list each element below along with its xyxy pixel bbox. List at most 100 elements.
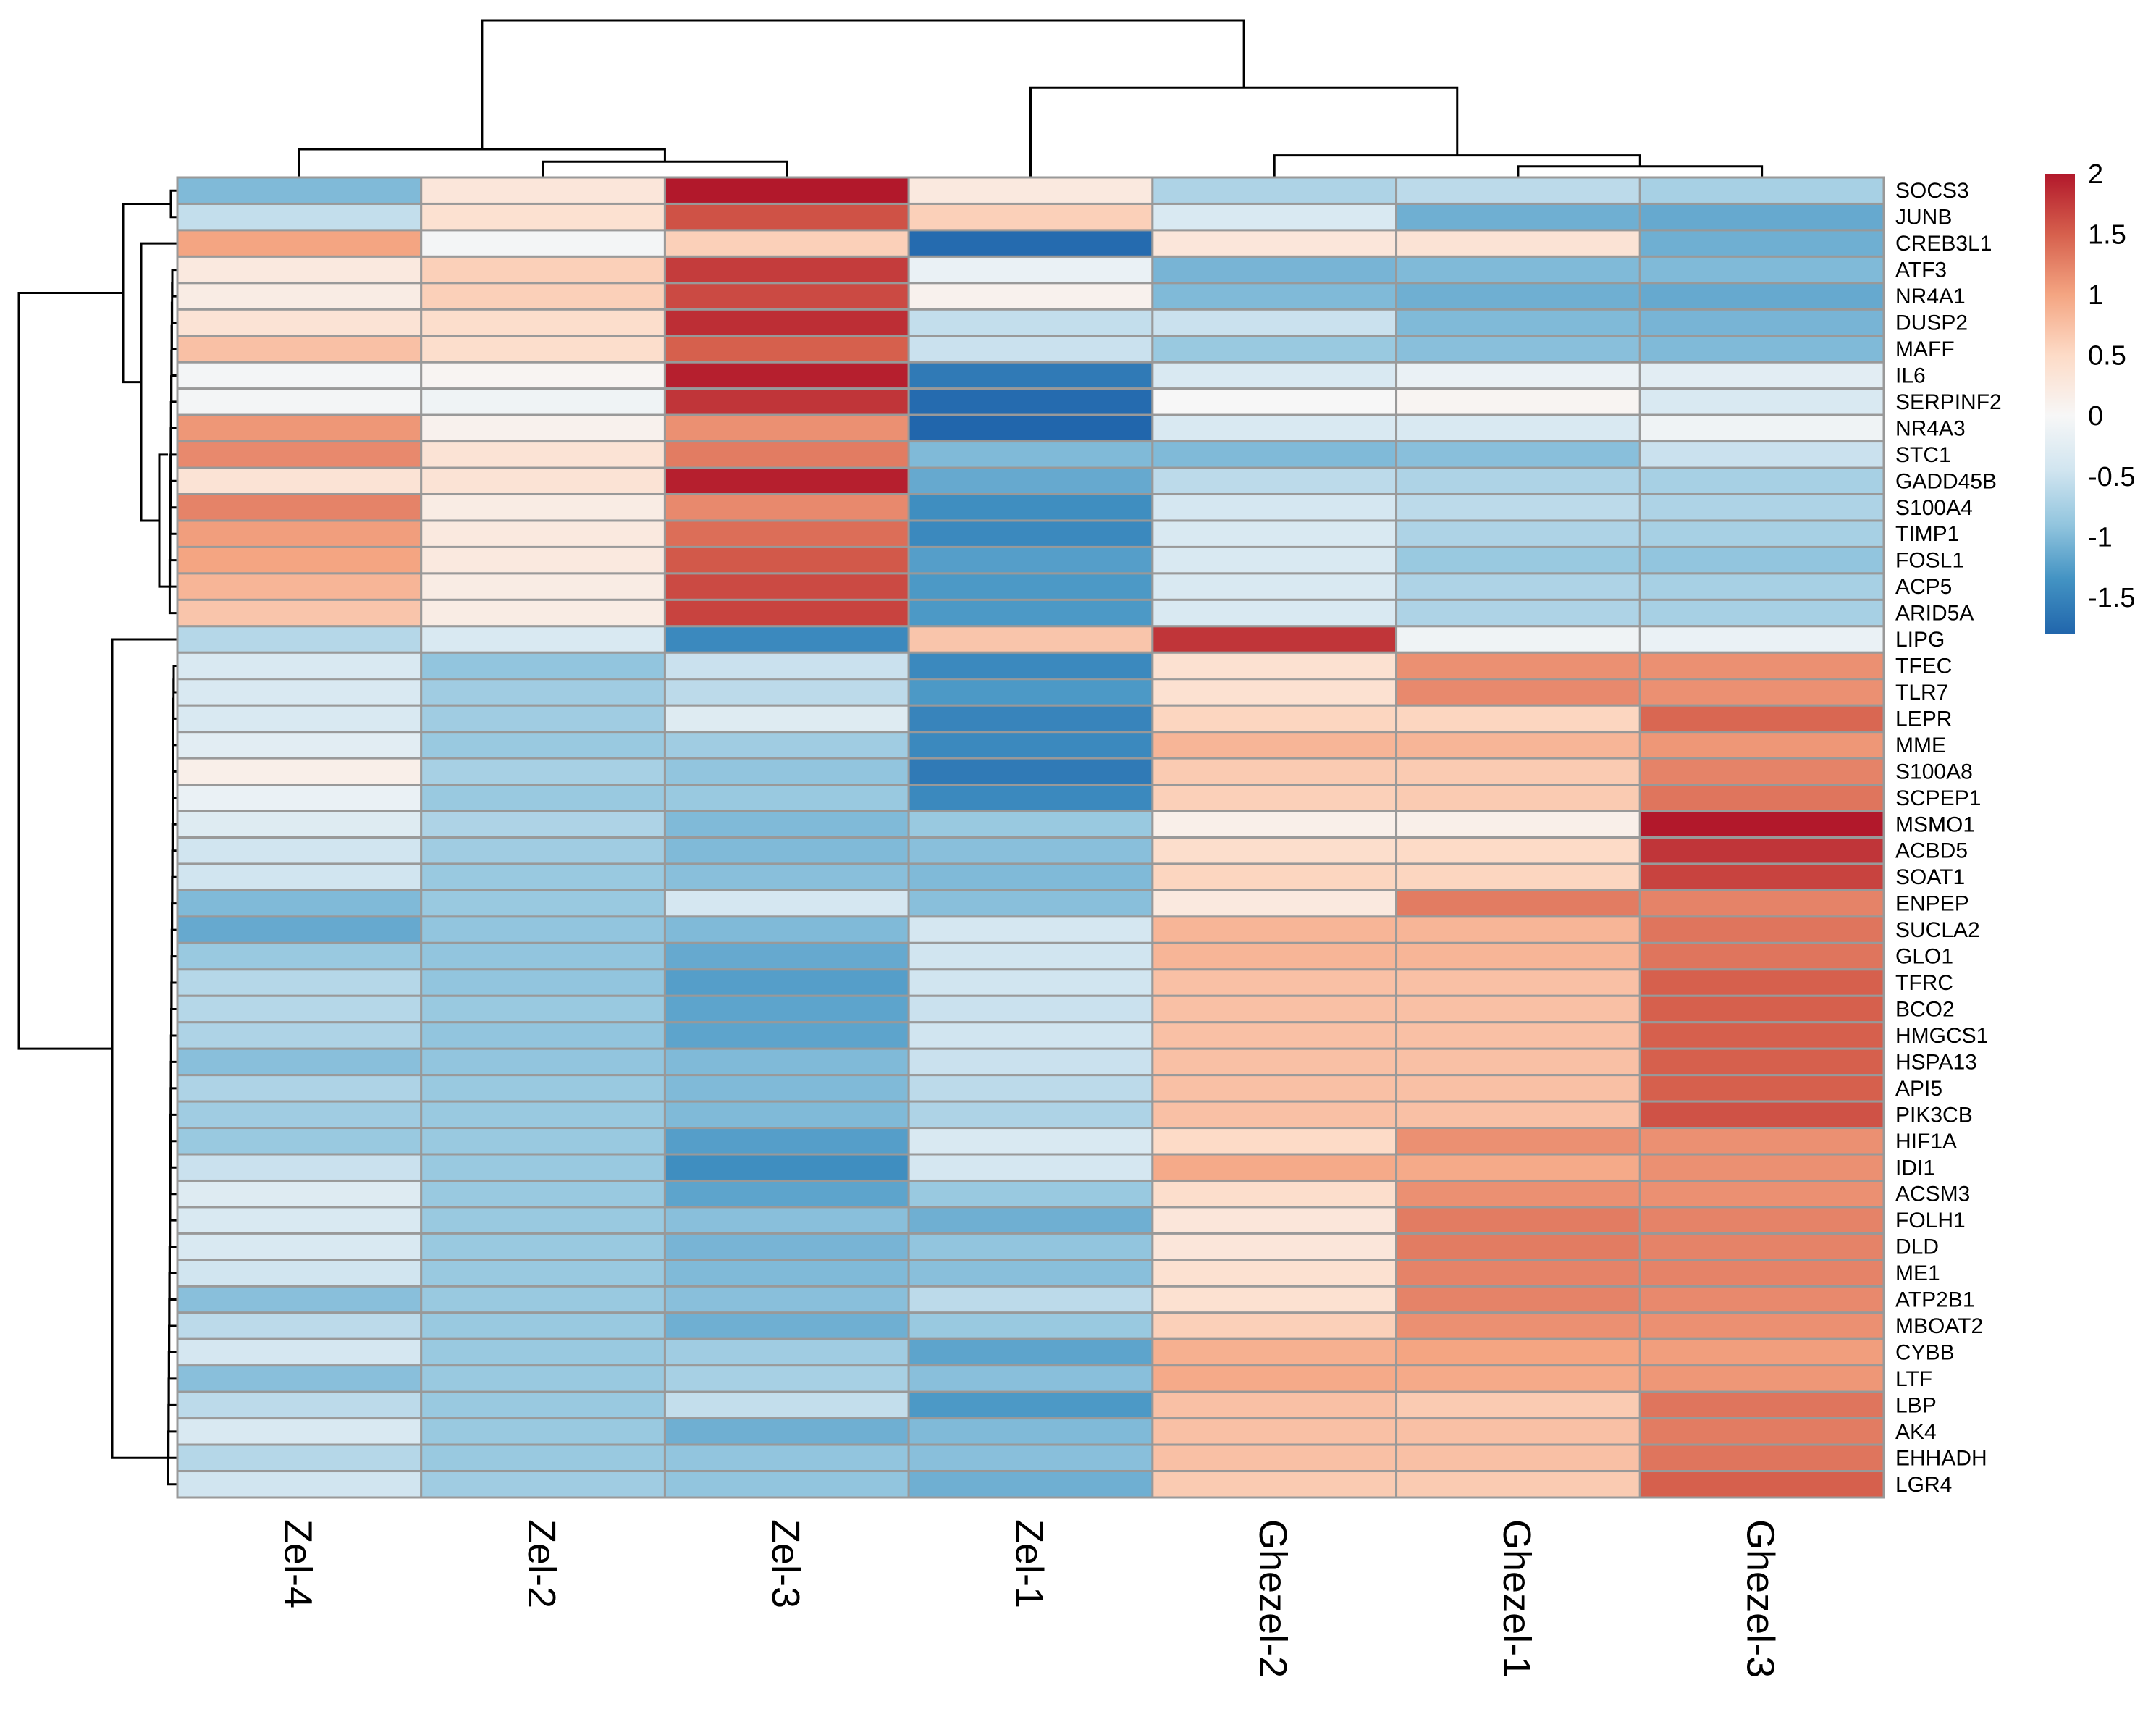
heatmap-cell — [420, 1232, 666, 1261]
heatmap-cell — [1151, 1259, 1398, 1288]
heatmap-cell — [176, 1179, 423, 1209]
heatmap-cell — [907, 784, 1154, 812]
legend-tick-label: -0.5 — [2088, 462, 2135, 492]
heatmap-cell — [1395, 704, 1641, 734]
row-label: FOLH1 — [1895, 1209, 1966, 1232]
heatmap-cell — [176, 836, 423, 865]
heatmap-cell — [1638, 229, 1885, 258]
row-label: GLO1 — [1895, 945, 1953, 969]
heatmap-cell — [907, 941, 1154, 971]
heatmap-cell — [1638, 1047, 1885, 1077]
heatmap-cell — [1151, 598, 1398, 628]
heatmap-cell — [907, 1285, 1154, 1314]
row-label: SERPINF2 — [1895, 390, 2002, 414]
heatmap-cell — [1395, 1337, 1641, 1367]
heatmap-cell — [176, 1390, 423, 1420]
heatmap-cell — [420, 1285, 666, 1314]
heatmap-cell — [1638, 1364, 1885, 1393]
heatmap-cell — [1395, 784, 1641, 812]
heatmap-cell — [663, 176, 910, 205]
heatmap-cell — [1151, 413, 1398, 443]
heatmap-cell — [176, 466, 423, 496]
heatmap-cell — [420, 335, 666, 364]
heatmap-cell — [420, 1470, 666, 1499]
row-label: TFEC — [1895, 655, 1952, 679]
heatmap-cell — [176, 255, 423, 285]
heatmap-cell — [663, 678, 910, 707]
heatmap-cell — [907, 1179, 1154, 1209]
heatmap-cell — [663, 651, 910, 681]
heatmap-cell — [1151, 625, 1398, 654]
heatmap-cell — [1151, 915, 1398, 944]
heatmap-cell — [1151, 1100, 1398, 1130]
heatmap-cell — [663, 968, 910, 997]
heatmap-cell — [420, 1179, 666, 1209]
heatmap-cell — [1151, 1390, 1398, 1420]
heatmap-cell — [1395, 466, 1641, 496]
heatmap-cell — [420, 784, 666, 812]
heatmap-cell — [176, 308, 423, 337]
heatmap-cell — [1151, 757, 1398, 786]
heatmap-cell — [663, 889, 910, 918]
heatmap-cell — [1395, 1153, 1641, 1182]
heatmap-cell — [420, 1047, 666, 1077]
heatmap-cell — [1151, 282, 1398, 311]
heatmap-cell — [1395, 255, 1641, 285]
heatmap-cell — [1151, 994, 1398, 1024]
heatmap-cell — [176, 625, 423, 654]
heatmap-cell — [1638, 1470, 1885, 1499]
heatmap-cell — [1151, 1232, 1398, 1261]
heatmap-cell — [663, 994, 910, 1024]
heatmap-cell — [420, 757, 666, 786]
heatmap-cell — [176, 387, 423, 416]
heatmap-cell — [1395, 1443, 1641, 1473]
heatmap-cell — [1151, 572, 1398, 601]
heatmap-cell — [1638, 413, 1885, 443]
heatmap-cell — [907, 836, 1154, 865]
heatmap-cell — [663, 361, 910, 390]
heatmap-cell — [1395, 361, 1641, 390]
column-label: Zel-2 — [520, 1519, 563, 1608]
heatmap-cell — [420, 968, 666, 997]
row-label: S100A4 — [1895, 496, 1973, 520]
row-label: CYBB — [1895, 1340, 1955, 1364]
heatmap-cell — [1638, 361, 1885, 390]
heatmap-cell — [176, 968, 423, 997]
heatmap-cell — [663, 1364, 910, 1393]
column-label: Zel-3 — [764, 1519, 807, 1608]
heatmap-cell — [1638, 466, 1885, 496]
heatmap-cell — [907, 1074, 1154, 1103]
column-label: Ghezel-2 — [1251, 1519, 1294, 1678]
heatmap-cell — [907, 704, 1154, 734]
heatmap-cell — [663, 810, 910, 839]
heatmap-cell — [1638, 387, 1885, 416]
heatmap-cell — [663, 519, 910, 548]
heatmap-cell — [1395, 545, 1641, 575]
heatmap-cell — [1151, 1153, 1398, 1182]
heatmap-cell — [1151, 1470, 1398, 1499]
heatmap-cell — [420, 1443, 666, 1473]
row-label: LTF — [1895, 1367, 1932, 1391]
heatmap-cell — [1638, 994, 1885, 1024]
heatmap-cell — [907, 810, 1154, 839]
heatmap-cell — [907, 1470, 1154, 1499]
heatmap-cell — [1638, 282, 1885, 311]
heatmap-cell — [907, 387, 1154, 416]
heatmap-cell — [907, 1021, 1154, 1050]
heatmap-cell — [663, 625, 910, 654]
row-label: FOSL1 — [1895, 549, 1964, 573]
heatmap-cell — [1638, 1443, 1885, 1473]
heatmap-cell — [1151, 466, 1398, 496]
heatmap-cell — [420, 545, 666, 575]
heatmap-cell — [663, 915, 910, 944]
dendrogram-link — [111, 638, 177, 1459]
row-label: MME — [1895, 734, 1946, 757]
heatmap-cell — [176, 440, 423, 469]
heatmap-cell — [420, 202, 666, 232]
heatmap-cell — [1151, 1364, 1398, 1393]
row-label: HIF1A — [1895, 1130, 1957, 1154]
column-label: Zel-1 — [1008, 1519, 1051, 1608]
column-dendrogram — [298, 19, 1764, 177]
heatmap-cell — [1638, 784, 1885, 812]
heatmap-cell — [420, 889, 666, 918]
